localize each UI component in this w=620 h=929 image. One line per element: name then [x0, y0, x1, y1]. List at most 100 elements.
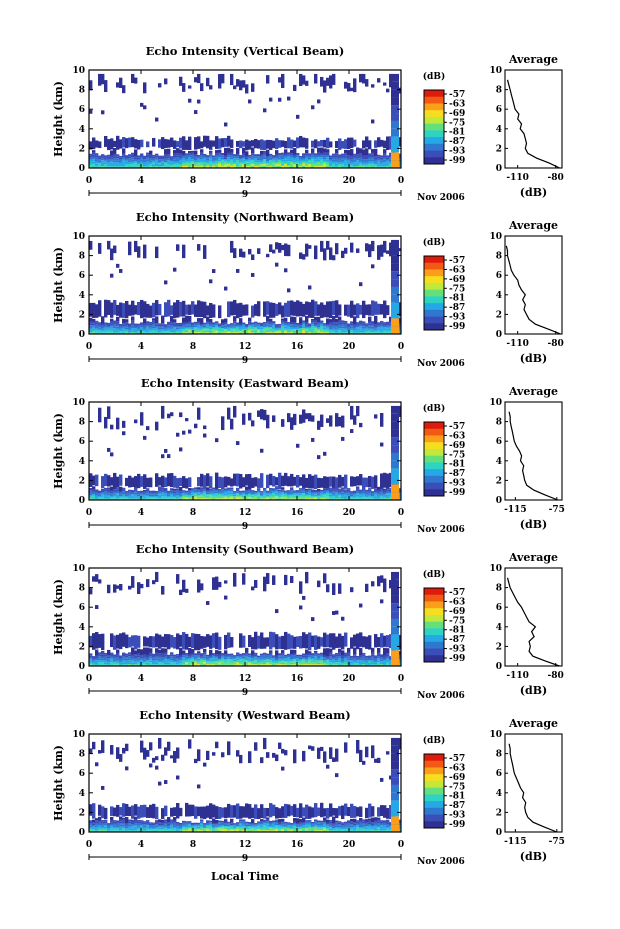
- echo-cell: [287, 159, 291, 162]
- echo-cell: [182, 476, 186, 489]
- colorbar-segment: [424, 614, 444, 623]
- echo-cell: [329, 162, 333, 165]
- echo-cell: [89, 325, 93, 327]
- echo-cell: [299, 166, 303, 168]
- echo-cell: [341, 659, 345, 662]
- echo-cell: [143, 830, 147, 832]
- echo-cell: [391, 626, 399, 635]
- echo-cell: [347, 652, 351, 655]
- echo-cell: [230, 326, 234, 328]
- echo-cell: [188, 495, 192, 498]
- echo-cell: [197, 828, 201, 830]
- echo-cell: [368, 658, 372, 661]
- echo-cell: [284, 491, 288, 494]
- echo-cell: [194, 489, 198, 491]
- echo-cell: [365, 304, 369, 316]
- echo-cell: [176, 324, 180, 327]
- echo-cell: [209, 327, 213, 330]
- echo-cell: [182, 83, 186, 92]
- x-tick-label: 16: [291, 176, 304, 186]
- echo-cell: [365, 164, 369, 167]
- y-tick-label: 10: [72, 66, 85, 76]
- echo-cell: [116, 830, 120, 832]
- echo-cell: [269, 822, 273, 825]
- echo-cell: [104, 164, 108, 167]
- echo-cell: [179, 155, 183, 158]
- echo-cell: [125, 825, 129, 827]
- echo-cell: [302, 632, 306, 649]
- echo-cell: [386, 656, 390, 659]
- echo-cell: [110, 830, 114, 832]
- echo-cell: [113, 320, 117, 323]
- echo-cell: [113, 330, 117, 333]
- echo-cell: [362, 157, 366, 160]
- echo-cell: [260, 324, 264, 327]
- echo-cell: [197, 498, 201, 500]
- echo-cell: [266, 75, 270, 84]
- echo-cell: [113, 328, 117, 331]
- echo-cell: [173, 140, 177, 149]
- echo-cell: [92, 656, 96, 658]
- echo-cell: [398, 161, 402, 164]
- echo-cell: [104, 823, 108, 826]
- echo-cell: [344, 159, 348, 162]
- echo-cell: [329, 164, 333, 167]
- echo-cell: [122, 747, 126, 754]
- colorbar-tick-label: -75: [449, 450, 465, 460]
- echo-cell: [203, 157, 207, 160]
- echo-cell: [137, 664, 141, 666]
- echo-cell: [293, 140, 297, 148]
- echo-cell: [314, 498, 318, 500]
- echo-cell: [335, 163, 339, 166]
- echo-cell: [293, 325, 297, 328]
- echo-cell: [233, 823, 237, 825]
- echo-cell: [224, 496, 228, 499]
- echo-cell: [311, 326, 315, 329]
- echo-cell: [251, 494, 255, 496]
- echo-cell: [248, 488, 252, 491]
- echo-cell: [254, 631, 258, 650]
- echo-cell: [107, 139, 111, 151]
- echo-cell: [389, 325, 393, 327]
- echo-cell: [311, 148, 315, 153]
- echo-cell: [230, 139, 234, 148]
- echo-cell: [353, 325, 357, 327]
- echo-cell: [224, 138, 228, 147]
- echo-cell: [149, 477, 153, 488]
- echo-cell: [215, 660, 219, 663]
- echo-cell: [323, 139, 327, 148]
- echo-cell: [329, 491, 333, 494]
- echo-cell: [359, 660, 363, 662]
- echo-cell: [230, 478, 234, 487]
- echo-cell: [125, 766, 129, 771]
- echo-cell: [146, 823, 150, 826]
- echo-cell: [116, 164, 120, 167]
- echo-cell: [149, 498, 153, 500]
- echo-cell: [389, 493, 393, 495]
- echo-cell: [107, 240, 111, 250]
- echo-cell: [320, 489, 324, 492]
- echo-cell: [128, 660, 132, 663]
- echo-cell: [335, 328, 339, 331]
- echo-cell: [320, 492, 324, 495]
- profile-frame: [504, 567, 563, 667]
- echo-cell: [260, 154, 264, 157]
- echo-cell: [323, 157, 327, 160]
- echo-cell: [194, 328, 198, 331]
- echo-cell: [338, 664, 342, 666]
- echo-cell: [308, 653, 312, 656]
- echo-cell: [311, 156, 315, 160]
- echo-cell: [143, 659, 147, 662]
- echo-cell: [122, 155, 126, 158]
- echo-cell: [188, 159, 192, 162]
- echo-cell: [251, 807, 255, 819]
- echo-cell: [119, 486, 123, 491]
- echo-cell: [137, 157, 141, 160]
- echo-cell: [398, 328, 402, 330]
- echo-cell: [281, 318, 285, 321]
- echo-cell: [137, 162, 141, 165]
- echo-cell: [155, 159, 159, 162]
- echo-cell: [245, 164, 249, 167]
- echo-cell: [251, 157, 255, 160]
- echo-cell: [383, 153, 387, 156]
